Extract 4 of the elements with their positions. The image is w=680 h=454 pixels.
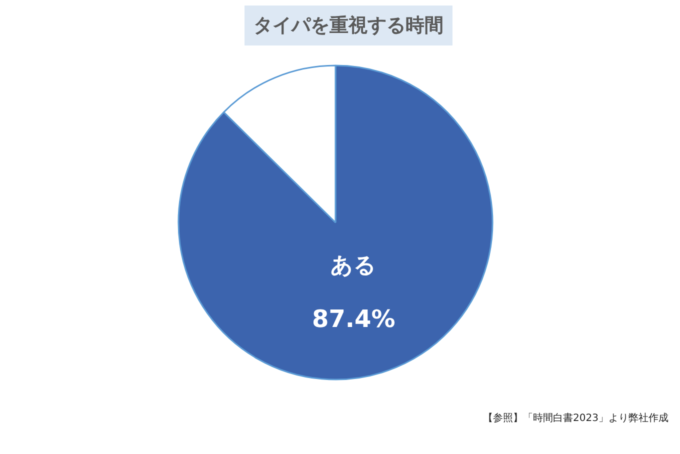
text: 【参照】「時間白書2023」より弊社作成 [483, 412, 669, 424]
data-label: 87.4% [312, 304, 396, 333]
chart-title: タイパを重視する時間 [254, 14, 444, 36]
slice-label: ある [330, 253, 377, 278]
